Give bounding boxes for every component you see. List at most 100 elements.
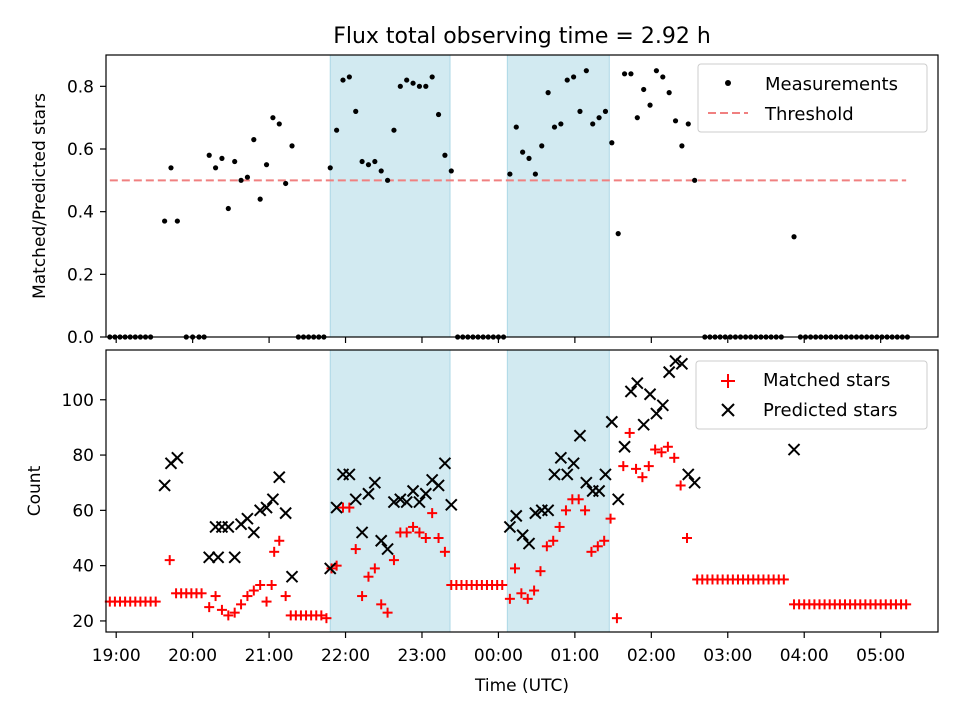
top-axes-frame [105,54,939,338]
legend-predicted-marker [721,403,735,417]
predicted-point [381,542,394,556]
measurement-point [609,140,615,146]
measurement-point [660,74,666,80]
matched-point [150,596,161,607]
measurement-point [410,80,416,86]
measurement-point [372,158,378,165]
matched-point [414,527,425,538]
matched-point [210,591,221,602]
legend-matched-label: Matched stars [763,370,890,391]
bottom-y-tick-label: 20 [72,612,94,632]
measurement-point [672,118,679,124]
predicted-point [394,493,407,506]
matched-point [376,599,387,610]
measurement-point [257,196,263,202]
predicted-point [522,537,536,550]
matched-point [242,591,253,602]
predicted-point [554,451,568,465]
matched-point [216,604,227,615]
x-tick-label: 23:00 [397,646,446,666]
predicted-point [228,551,241,564]
matched-point [669,452,680,463]
legend-matched-marker [721,374,735,388]
measurement-point [429,74,435,80]
predicted-point [241,512,254,525]
predicted-point [669,354,682,368]
matched-point [656,447,667,458]
bottom-y-tick-label: 40 [72,557,94,577]
matched-point [637,472,648,483]
measurement-point [621,71,628,77]
predicted-point [279,506,292,520]
predicted-point [561,468,574,481]
matched-point [529,585,540,596]
measurement-point [353,108,359,114]
measurement-point [276,121,282,127]
matched-point [643,461,654,472]
matched-point [280,591,291,602]
x-tick-label: 01:00 [550,646,599,666]
figure-title: Flux total observing time = 2.92 h [333,24,711,49]
matched-point [274,535,285,546]
bottom-x-axis-label: Time (UTC) [474,676,569,696]
predicted-point [158,479,171,492]
measurement-point [391,127,397,133]
top-y-tick-label: 0.0 [67,328,94,348]
matched-point [388,555,399,566]
matched-point [401,527,412,538]
predicted-point [605,415,619,429]
measurement-point [692,177,698,183]
predicted-point [375,534,388,547]
measurement-point [238,177,244,183]
predicted-point [413,495,426,509]
matched-point [321,613,332,624]
measurement-point [596,115,602,121]
bottom-x-ticks: 19:00 20:00 21:00 22:00 23:00 00:00 01:00 02:00… [92,632,905,666]
matched-point [631,463,642,474]
predicted-point [324,562,337,575]
matched-point [592,541,603,552]
predicted-point [349,493,362,506]
predicted-point [400,495,413,509]
top-y-tick-label: 0.4 [67,203,94,223]
predicted-point [387,495,401,509]
measurement-point [397,83,403,89]
predicted-point [573,429,587,442]
predicted-point [637,418,650,431]
x-tick-label: 20:00 [168,646,217,666]
matched-point [497,580,508,590]
legend-threshold-label: Threshold [764,104,854,125]
measurement-point [244,174,251,180]
measurement-point [545,90,551,96]
measurement-point [263,162,270,168]
predicted-point [592,484,606,498]
matched-point [522,593,533,604]
predicted-point [202,551,216,564]
measurement-point [327,165,333,171]
measurement-point [174,218,180,224]
matched-point [778,574,789,585]
x-tick-label: 03:00 [703,646,752,666]
matched-point [554,521,565,532]
measurement-point [679,143,685,149]
predicted-point [432,479,445,492]
measurement-point [270,115,276,121]
bottom-panel: 19:00 20:00 21:00 22:00 23:00 00:00 01:00 02:00… [25,349,939,696]
measurement-point [628,71,634,77]
predicted-point [355,526,369,539]
predicted-point [516,529,529,542]
predicted-point [253,504,267,517]
measurement-point [340,77,346,83]
predicted-point [222,520,235,534]
matched-point [266,580,277,590]
matched-point [662,441,673,452]
predicted-point [260,501,273,514]
matched-point [369,563,380,574]
matched-point [516,588,527,599]
legend-measurements-label: Measurements [765,74,898,95]
predicted-point [247,526,261,539]
predicted-point [624,385,638,398]
measurement-point [289,143,295,149]
matched-point [548,535,559,546]
